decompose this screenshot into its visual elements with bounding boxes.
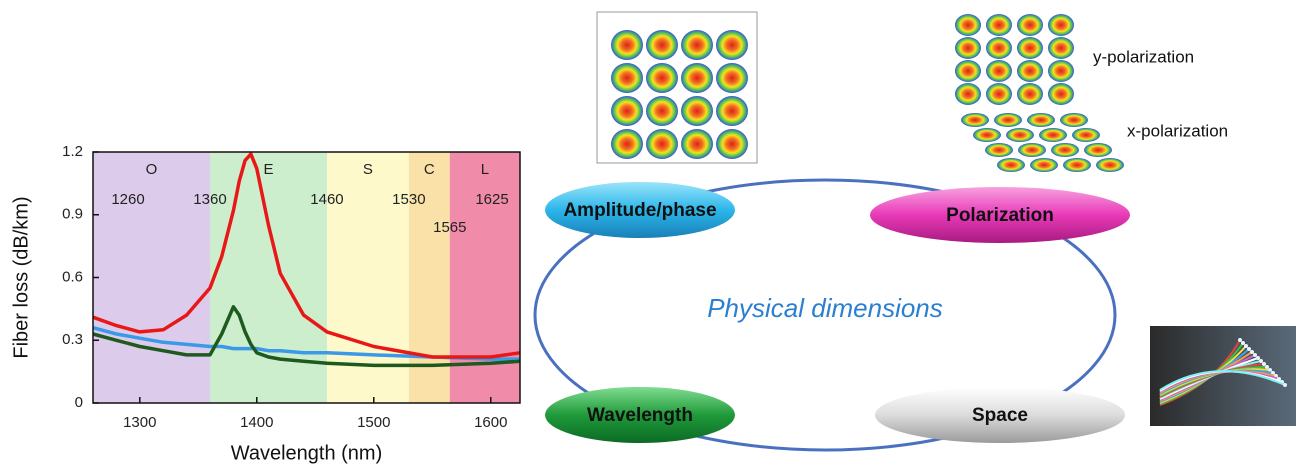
symbol [1084, 143, 1112, 157]
symbol [1048, 60, 1074, 82]
symbol [611, 30, 643, 60]
loss-chart: O E S C L 1260 1360 1460 1530 1565 1625 0 0.3 0.6 0.9 1… [10, 143, 520, 464]
symbol [716, 30, 748, 60]
band-label: E [263, 161, 273, 178]
y-tick-label: 0.3 [62, 331, 83, 348]
band [210, 152, 327, 403]
band-edge-label: 1260 [111, 191, 144, 208]
figure: O E S C L 1260 1360 1460 1530 1565 1625 0 0.3 0.6 0.9 1… [0, 0, 1296, 466]
symbol [961, 113, 989, 127]
symbol [1039, 128, 1067, 142]
y-tick-label: 1.2 [62, 143, 83, 160]
strand-tip [1253, 353, 1257, 357]
symbol [955, 60, 981, 82]
symbol [681, 30, 713, 60]
symbol [986, 37, 1012, 59]
symbol [973, 128, 1001, 142]
strand-tip [1244, 344, 1248, 348]
symbol [681, 129, 713, 159]
symbol [1027, 113, 1055, 127]
symbol [1048, 14, 1074, 36]
symbol [1018, 143, 1046, 157]
symbol [611, 63, 643, 93]
symbol [611, 96, 643, 126]
symbol [997, 158, 1025, 172]
band-edge-label: 1565 [433, 219, 466, 236]
strand-tip [1283, 383, 1287, 387]
symbol [1051, 143, 1079, 157]
symbol [1017, 60, 1043, 82]
band [93, 152, 210, 403]
node-label: Amplitude/phase [563, 200, 716, 221]
node-label: Wavelength [587, 405, 693, 426]
symbol [955, 37, 981, 59]
strand-tip [1265, 365, 1269, 369]
symbol [1030, 158, 1058, 172]
symbol [986, 83, 1012, 105]
symbol [681, 96, 713, 126]
symbol [1072, 128, 1100, 142]
symbol [1017, 83, 1043, 105]
strand-tip [1250, 350, 1254, 354]
y-axis-title: Fiber loss (dB/km) [10, 196, 32, 358]
band-edge-label: 1625 [475, 191, 508, 208]
symbol [985, 143, 1013, 157]
center-text: Physical dimensions [707, 293, 943, 323]
symbol [1048, 37, 1074, 59]
symbol [994, 113, 1022, 127]
band-label: L [481, 161, 489, 178]
x-tick-label: 1500 [357, 414, 390, 431]
node-label: Polarization [946, 205, 1054, 226]
strand-tip [1247, 347, 1251, 351]
x-tick-label: 1600 [474, 414, 507, 431]
strand-tip [1259, 359, 1263, 363]
band-edge-label: 1460 [310, 191, 343, 208]
annotation: y-polarization [1093, 47, 1194, 66]
band-label: C [424, 161, 435, 178]
dimensions-diagram: Amplitude/phase Polarization Wavelength … [535, 12, 1296, 450]
symbol [646, 96, 678, 126]
band-edge-label: 1530 [392, 191, 425, 208]
y-tick-label: 0 [75, 394, 83, 411]
symbol [681, 63, 713, 93]
x-tick-label: 1400 [240, 414, 273, 431]
band-label: O [146, 161, 158, 178]
symbol [716, 63, 748, 93]
page: {"chart_data": {"type": "line", "xlabel"… [0, 0, 1296, 471]
symbol [646, 30, 678, 60]
symbol [955, 83, 981, 105]
symbol [955, 14, 981, 36]
band-label: S [363, 161, 373, 178]
symbol [1063, 158, 1091, 172]
symbol [986, 14, 1012, 36]
strand-tip [1241, 341, 1245, 345]
symbol [611, 129, 643, 159]
strand-tip [1256, 356, 1260, 360]
symbol [1017, 37, 1043, 59]
strand-tip [1262, 362, 1266, 366]
symbol [1048, 83, 1074, 105]
symbol [1006, 128, 1034, 142]
x-tick-label: 1300 [123, 414, 156, 431]
symbol [646, 63, 678, 93]
band-edge-label: 1360 [193, 191, 226, 208]
y-tick-label: 0.6 [62, 268, 83, 285]
symbol [716, 129, 748, 159]
strand-tip [1238, 338, 1242, 342]
y-tick-label: 0.9 [62, 206, 83, 223]
symbol [646, 129, 678, 159]
symbol [1017, 14, 1043, 36]
x-axis-title: Wavelength (nm) [231, 442, 383, 464]
symbol [986, 60, 1012, 82]
symbol [1060, 113, 1088, 127]
symbol [1096, 158, 1124, 172]
symbol [716, 96, 748, 126]
annotation: x-polarization [1127, 121, 1228, 140]
node-label: Space [972, 405, 1028, 426]
